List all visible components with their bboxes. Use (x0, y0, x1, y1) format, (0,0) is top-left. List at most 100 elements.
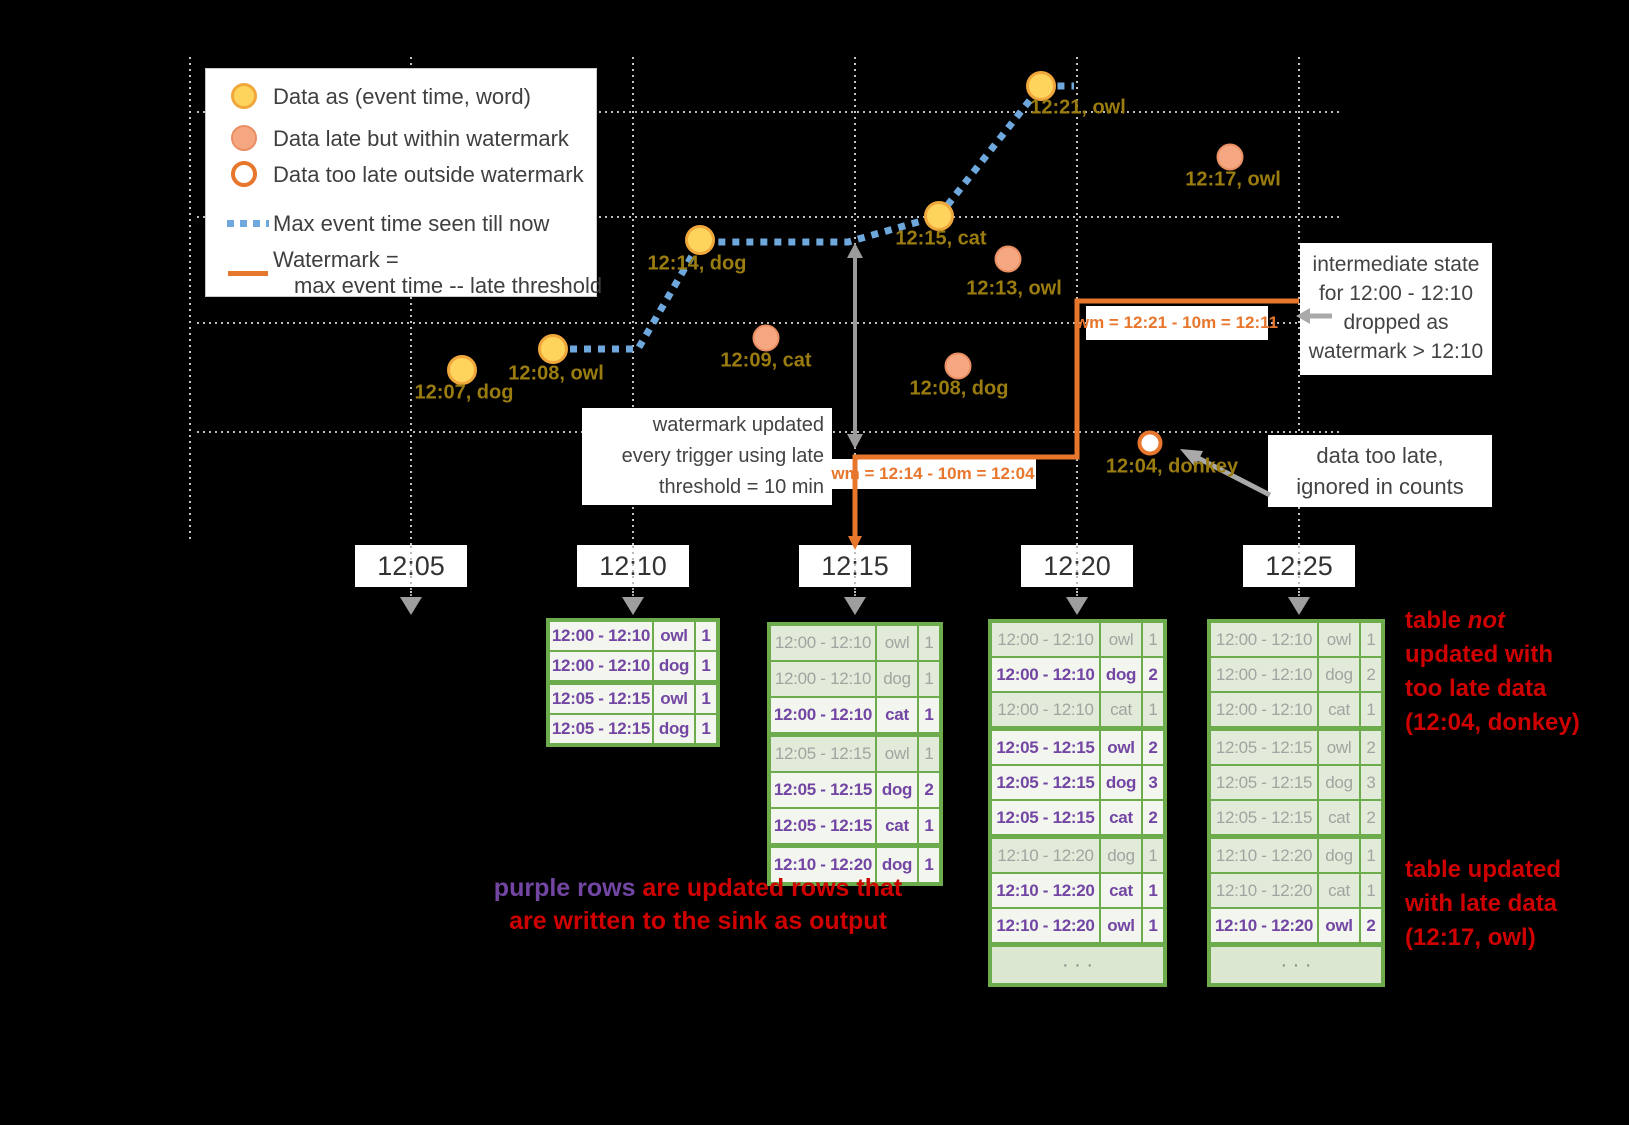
count-cell: 1 (919, 626, 939, 660)
table-row: 12:00 - 12:10 cat 1 (992, 693, 1163, 726)
note-text-italic: not (1467, 607, 1505, 634)
note-line: watermark updated (652, 414, 824, 436)
count-cell: 1 (1361, 623, 1381, 656)
window-cell: 12:00 - 12:10 (992, 658, 1099, 691)
window-cell: 12:00 - 12:10 (771, 626, 875, 660)
intermediate-state-note: intermediate state for 12:00 - 12:10 dro… (1300, 243, 1492, 375)
table-row: 12:00 - 12:10 owl 1 (1211, 623, 1381, 656)
word-cell: dog (1319, 658, 1359, 691)
late-dot-icon (231, 125, 257, 151)
table-row: 12:05 - 12:15 dog 2 (771, 773, 939, 807)
window-cell: 12:05 - 12:15 (1211, 731, 1317, 764)
data-point-12-15-cat (924, 201, 954, 231)
window-cell: 12:10 - 12:20 (992, 909, 1099, 942)
count-cell: 3 (1143, 766, 1163, 799)
table-row: 12:10 - 12:20 dog 1 (992, 839, 1163, 872)
note-line: (12:04, donkey) (1405, 709, 1580, 736)
window-cell: 12:00 - 12:10 (550, 652, 652, 680)
table-row: 12:10 - 12:20 dog 1 (1211, 839, 1381, 872)
table-row: 12:05 - 12:15 dog 3 (1211, 766, 1381, 799)
too-late-note-arrow (1196, 455, 1272, 498)
note-line: threshold = 10 min (658, 476, 824, 498)
table-row: 12:00 - 12:10 owl 1 (771, 626, 939, 660)
count-cell: 1 (919, 848, 939, 882)
table-row: 12:00 - 12:10 cat 1 (771, 698, 939, 732)
count-cell: 2 (1143, 801, 1163, 834)
watermark-line (852, 298, 1299, 537)
count-cell: 2 (1143, 658, 1163, 691)
table-row: 12:05 - 12:15 owl 2 (992, 731, 1163, 764)
window-cell: 12:05 - 12:15 (771, 773, 875, 807)
count-cell: 2 (1143, 731, 1163, 764)
count-cell: 1 (1361, 874, 1381, 907)
legend-item-label: Data as (event time, word) (273, 84, 531, 109)
data-point-12-09-cat (752, 324, 780, 352)
data-point-label: 12:07, dog (414, 381, 514, 404)
too-late-dot-icon (231, 161, 257, 187)
window-cell: 12:00 - 12:10 (992, 623, 1099, 656)
window-cell: 12:10 - 12:20 (1211, 839, 1317, 872)
count-cell: 1 (696, 685, 716, 713)
table-row: 12:05 - 12:15 dog 3 (992, 766, 1163, 799)
data-point-label: 12:09, cat (720, 349, 812, 372)
watermark-line-icon (228, 271, 268, 276)
data-point-label: 12:08, dog (909, 377, 1009, 400)
window-cell: 12:05 - 12:15 (992, 801, 1099, 834)
count-cell: 1 (919, 698, 939, 732)
count-cell: 1 (919, 662, 939, 696)
count-cell: 2 (919, 773, 939, 807)
window-cell: 12:05 - 12:15 (771, 737, 875, 771)
word-cell: owl (1101, 623, 1141, 656)
table-row: 12:00 - 12:10 dog 1 (550, 652, 716, 680)
result-table-12:20: 12:00 - 12:10 owl 1 12:00 - 12:10 dog 2 12:00 … (988, 619, 1167, 987)
left-arrow-icon (1296, 308, 1310, 324)
table-row: 12:00 - 12:10 dog 2 (992, 658, 1163, 691)
note-line: for 12:00 - 12:10 (1318, 282, 1474, 305)
count-cell: 1 (1143, 693, 1163, 726)
data-point-label: 12:13, owl (966, 277, 1062, 300)
count-cell: 2 (1361, 909, 1381, 942)
note-line: updated with (1405, 641, 1553, 668)
window-cell: 12:00 - 12:10 (992, 693, 1099, 726)
table-row: 12:05 - 12:15 dog 1 (550, 715, 716, 743)
data-point-12-07-dog (447, 355, 477, 385)
note-line: table updated (1405, 856, 1562, 883)
down-arrow-icon (847, 434, 863, 449)
data-point-12-14-dog (685, 225, 715, 255)
down-arrow-icon (1288, 597, 1310, 615)
table-row: 12:05 - 12:15 cat 2 (1211, 801, 1381, 834)
max-event-time-line-icon (227, 220, 269, 227)
table-row: 12:10 - 12:20 dog 1 (771, 848, 939, 882)
note-line: ignored in counts (1296, 474, 1464, 499)
down-arrow-icon (844, 597, 866, 615)
window-cell: 12:05 - 12:15 (550, 715, 652, 743)
window-cell: 12:00 - 12:10 (771, 662, 875, 696)
word-cell: owl (1101, 731, 1141, 764)
watermark-value-label-1: wm = 12:21 - 10m = 12:11 (1076, 306, 1278, 340)
table-row: 12:05 - 12:15 cat 1 (771, 809, 939, 843)
word-cell: owl (654, 622, 694, 650)
note-line: every trigger using late (621, 445, 824, 467)
up-left-arrow-icon (1180, 449, 1203, 467)
word-cell: owl (877, 737, 917, 771)
watermark-value-label-0: wm = 12:14 - 10m = 12:04 (830, 459, 1036, 489)
table-row: 12:00 - 12:10 owl 1 (992, 623, 1163, 656)
window-cell: 12:10 - 12:20 (992, 874, 1099, 907)
table-row: 12:00 - 12:10 dog 1 (771, 662, 939, 696)
table-row: 12:05 - 12:15 owl 1 (550, 685, 716, 713)
note-line: purple rows are updated rows that (458, 872, 938, 905)
note-text: table (1405, 607, 1468, 634)
count-cell: 1 (919, 737, 939, 771)
word-cell: dog (1101, 839, 1141, 872)
count-cell: 1 (696, 715, 716, 743)
word-cell: cat (1319, 693, 1359, 726)
down-arrow-icon (400, 597, 422, 615)
legend: Data as (event time, word) Data late but… (205, 68, 602, 298)
data-point-12-17-owl (1216, 143, 1244, 171)
result-table-12:10: 12:00 - 12:10 owl 1 12:00 - 12:10 dog 1 12:05 … (546, 618, 720, 747)
data-point-12-13-owl (994, 245, 1022, 273)
word-cell: owl (654, 685, 694, 713)
window-cell: 12:05 - 12:15 (992, 766, 1099, 799)
word-cell: dog (654, 715, 694, 743)
note-line: data too late, (1316, 443, 1444, 468)
